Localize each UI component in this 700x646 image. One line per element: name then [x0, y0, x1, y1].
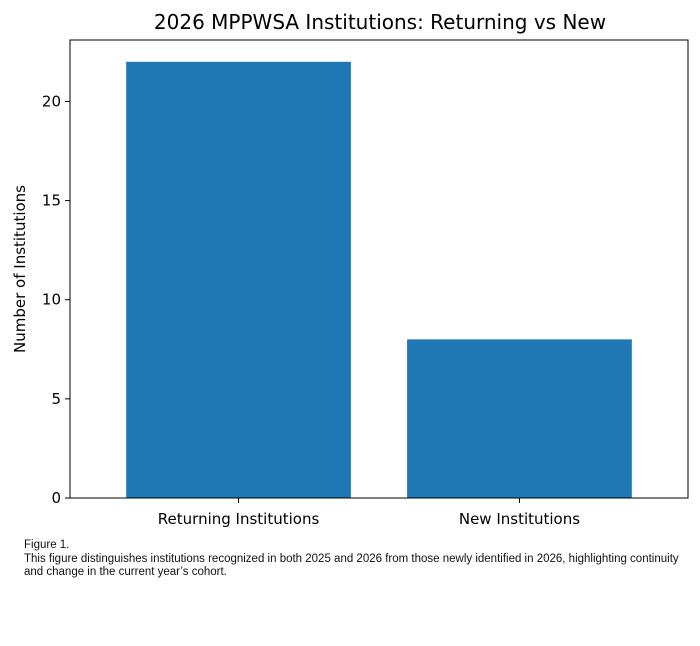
x-axis-ticks: Returning Institutions New Institutions: [158, 498, 580, 528]
bar-chart: 2026 MPPWSA Institutions: Returning vs N…: [11, 10, 689, 528]
y-tick-label: 10: [42, 291, 61, 309]
y-tick-label: 5: [51, 390, 61, 408]
bar-returning-institutions: [126, 61, 351, 499]
caption-text: This figure distinguishes institutions r…: [24, 552, 679, 579]
y-tick-label: 0: [51, 489, 61, 507]
x-tick-label: New Institutions: [459, 510, 580, 528]
bar-new-institutions: [407, 339, 632, 498]
y-axis-ticks: 0 5 10 15 20: [42, 92, 70, 507]
caption-label: Figure 1.: [24, 539, 70, 551]
y-tick-label: 15: [42, 192, 61, 210]
y-tick-label: 20: [42, 92, 61, 110]
x-tick-label: Returning Institutions: [158, 510, 320, 528]
bar-series: [126, 61, 632, 499]
figure-caption: Figure 1. This figure distinguishes inst…: [24, 539, 688, 580]
y-axis-label: Number of Institutions: [11, 185, 29, 353]
plot-area-frame: [69, 39, 689, 499]
chart-title: 2026 MPPWSA Institutions: Returning vs N…: [154, 10, 606, 34]
